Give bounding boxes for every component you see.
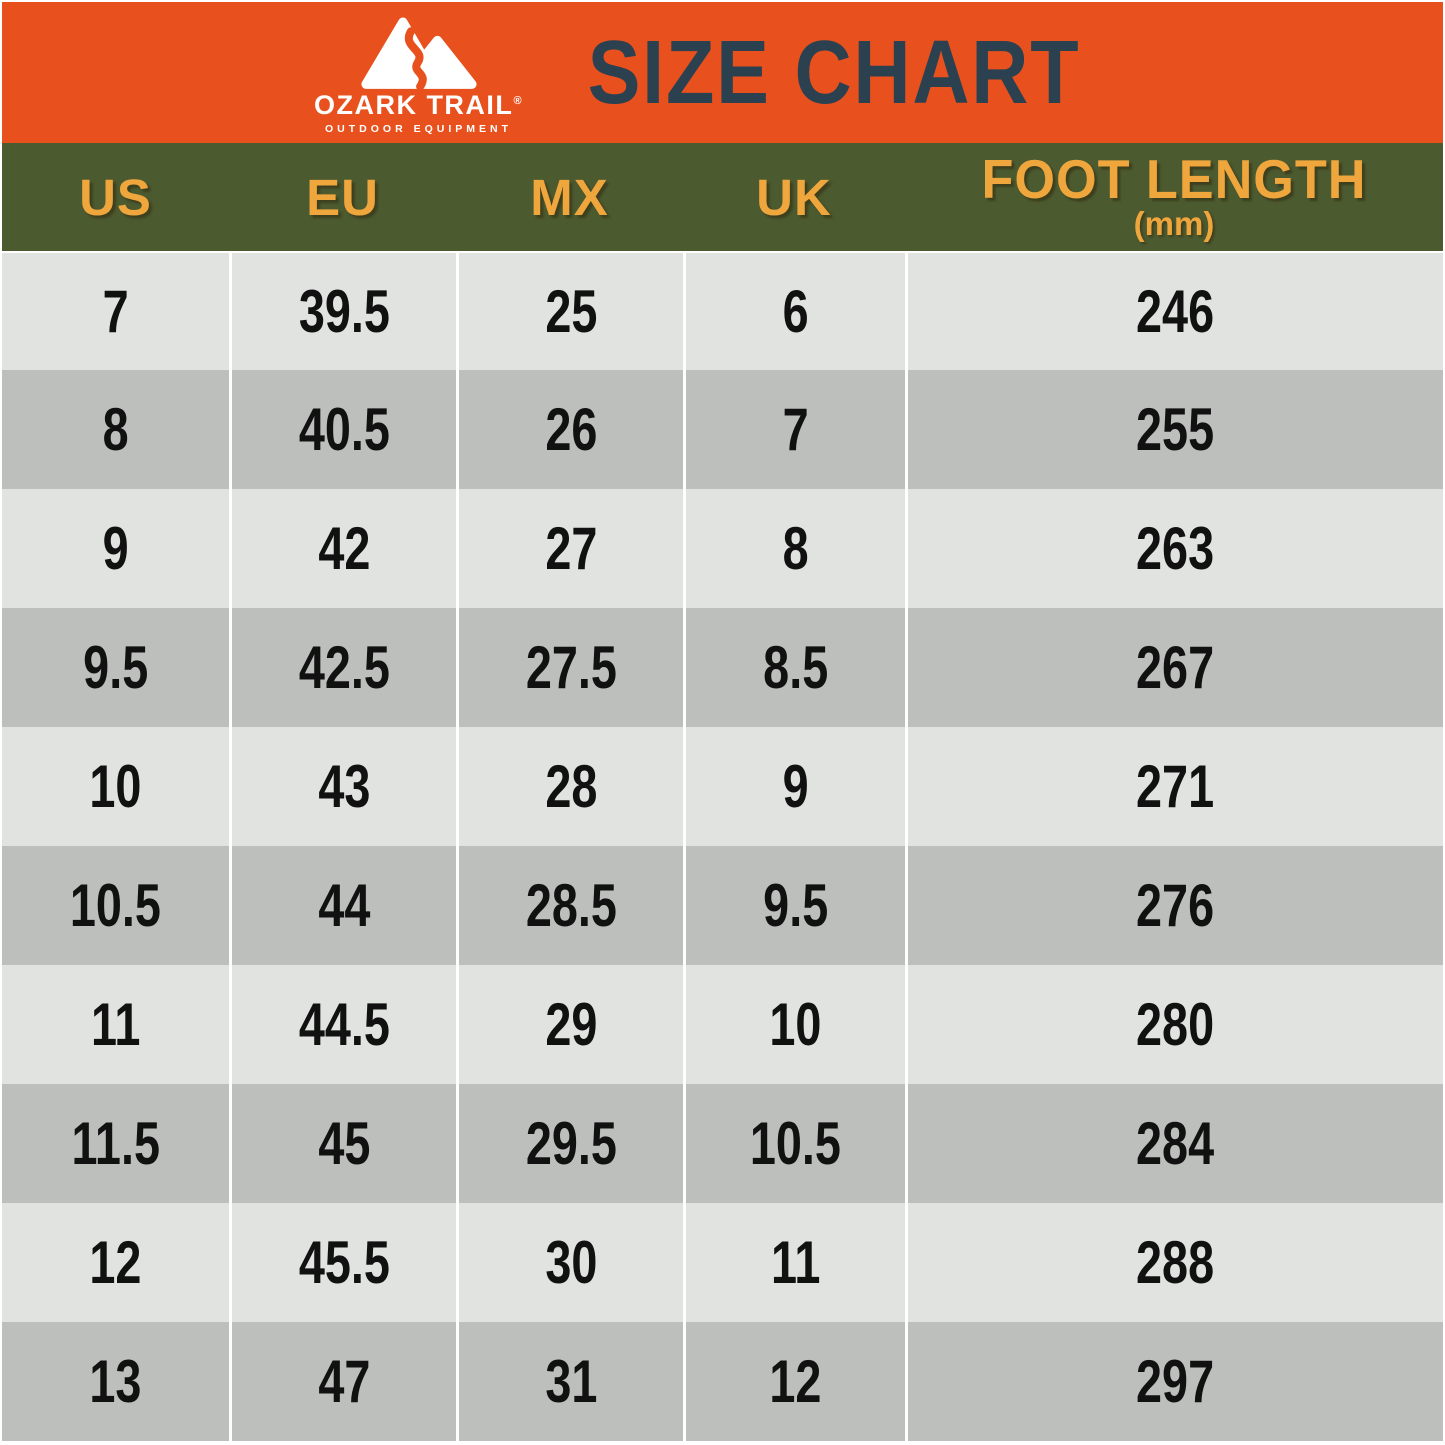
table-row: 7 39.5 25 6 246 <box>2 251 1443 370</box>
page-title: SIZE CHART <box>587 22 1081 123</box>
table-cell: 7 <box>683 370 905 489</box>
table-cell: 288 <box>905 1203 1443 1322</box>
table-cell: 276 <box>905 846 1443 965</box>
table-row: 8 40.5 26 7 255 <box>2 370 1443 489</box>
table-cell: 45 <box>229 1084 456 1203</box>
table-cell: 263 <box>905 489 1443 608</box>
table-cell: 8.5 <box>683 608 905 727</box>
table-cell: 255 <box>905 370 1443 489</box>
table-row: 10.5 44 28.5 9.5 276 <box>2 846 1443 965</box>
table-cell: 9 <box>2 489 229 608</box>
foot-length-unit: (mm) <box>1133 205 1215 243</box>
table-cell: 31 <box>456 1322 683 1441</box>
table-cell: 12 <box>2 1203 229 1322</box>
table-row: 9 42 27 8 263 <box>2 489 1443 608</box>
mountain-icon <box>360 17 477 91</box>
table-cell: 13 <box>2 1322 229 1441</box>
column-header-mx: MX <box>456 143 683 251</box>
table-cell: 297 <box>905 1322 1443 1441</box>
table-cell: 280 <box>905 965 1443 1084</box>
table-row: 11.5 45 29.5 10.5 284 <box>2 1084 1443 1203</box>
table-row: 11 44.5 29 10 280 <box>2 965 1443 1084</box>
table-row: 12 45.5 30 11 288 <box>2 1203 1443 1322</box>
header-banner: OZARK TRAIL® OUTDOOR EQUIPMENT SIZE CHAR… <box>2 2 1443 143</box>
table-cell: 28 <box>456 727 683 846</box>
table-cell: 43 <box>229 727 456 846</box>
table-cell: 44.5 <box>229 965 456 1084</box>
size-table: US EU MX UK FOOT LENGTH (mm) 7 39.5 25 6 246… <box>2 143 1443 1441</box>
table-cell: 271 <box>905 727 1443 846</box>
table-cell: 29.5 <box>456 1084 683 1203</box>
brand-tagline: OUTDOOR EQUIPMENT <box>325 123 513 136</box>
column-header-eu: EU <box>229 143 456 251</box>
size-table-body: 7 39.5 25 6 246 8 40.5 26 7 255 9 42 27 8 263 9.5 42.5 27… <box>2 251 1443 1441</box>
table-cell: 10 <box>683 965 905 1084</box>
table-cell: 25 <box>456 251 683 370</box>
table-cell: 9.5 <box>2 608 229 727</box>
header-row: US EU MX UK FOOT LENGTH (mm) <box>2 143 1443 251</box>
column-header-uk: UK <box>683 143 905 251</box>
table-cell: 27.5 <box>456 608 683 727</box>
table-cell: 27 <box>456 489 683 608</box>
table-cell: 26 <box>456 370 683 489</box>
table-cell: 8 <box>2 370 229 489</box>
table-cell: 29 <box>456 965 683 1084</box>
size-table-header: US EU MX UK FOOT LENGTH (mm) <box>2 143 1443 251</box>
table-cell: 284 <box>905 1084 1443 1203</box>
ozark-trail-logo: OZARK TRAIL® OUTDOOR EQUIPMENT <box>314 14 522 135</box>
brand-name: OZARK TRAIL® <box>313 90 524 121</box>
table-row: 13 47 31 12 297 <box>2 1322 1443 1441</box>
table-cell: 11.5 <box>2 1084 229 1203</box>
table-cell: 8 <box>683 489 905 608</box>
column-header-us: US <box>2 143 229 251</box>
table-cell: 9.5 <box>683 846 905 965</box>
table-row: 10 43 28 9 271 <box>2 727 1443 846</box>
table-cell: 39.5 <box>229 251 456 370</box>
table-cell: 10.5 <box>2 846 229 965</box>
table-cell: 10 <box>2 727 229 846</box>
table-cell: 40.5 <box>229 370 456 489</box>
table-cell: 6 <box>683 251 905 370</box>
table-cell: 42.5 <box>229 608 456 727</box>
table-cell: 28.5 <box>456 846 683 965</box>
table-cell: 10.5 <box>683 1084 905 1203</box>
table-cell: 45.5 <box>229 1203 456 1322</box>
table-cell: 11 <box>2 965 229 1084</box>
registered-mark: ® <box>513 95 524 108</box>
table-cell: 42 <box>229 489 456 608</box>
table-cell: 44 <box>229 846 456 965</box>
table-cell: 9 <box>683 727 905 846</box>
table-cell: 7 <box>2 251 229 370</box>
table-row: 9.5 42.5 27.5 8.5 267 <box>2 608 1443 727</box>
table-cell: 12 <box>683 1322 905 1441</box>
table-cell: 30 <box>456 1203 683 1322</box>
column-header-foot-length: FOOT LENGTH (mm) <box>905 143 1443 251</box>
table-cell: 47 <box>229 1322 456 1441</box>
table-cell: 11 <box>683 1203 905 1322</box>
table-cell: 246 <box>905 251 1443 370</box>
table-cell: 267 <box>905 608 1443 727</box>
